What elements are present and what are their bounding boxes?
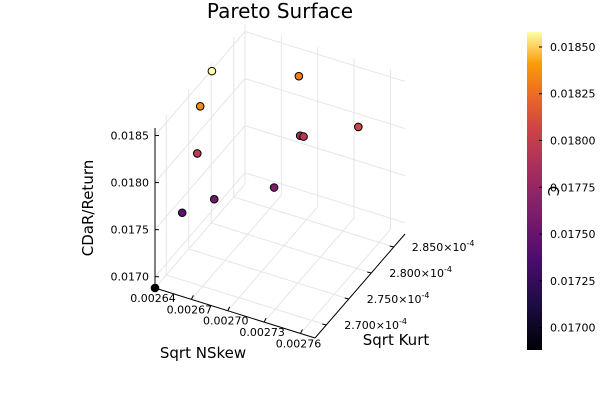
x-tick-label: 0.00276 (276, 337, 322, 350)
x-tick-label: 0.00270 (203, 315, 249, 328)
colorbar-tick-label: 0.01825 (550, 88, 596, 101)
y-tick-mantissa: 2.750×10 (367, 293, 422, 306)
data-point (269, 183, 279, 192)
x-axis-label: Sqrt NSkew (160, 344, 246, 362)
data-point (177, 208, 187, 218)
axes (154, 128, 406, 339)
y-tick-mark (389, 245, 394, 248)
x-tick-mark (227, 306, 231, 311)
z-tick-label: 0.0175 (111, 224, 150, 237)
x-tick-mark (263, 317, 267, 323)
tick-labels: 0.01700.01750.01800.01850.002640.002670.… (111, 130, 475, 351)
y-tick-label: 2.750×10-4 (367, 291, 430, 306)
data-point (299, 132, 308, 141)
y-tick-mantissa: 2.850×10 (412, 241, 467, 254)
y-tick-label: 2.800×10-4 (389, 265, 452, 280)
y-tick-exponent: -4 (444, 265, 452, 274)
data-point (150, 283, 160, 293)
grid-line-x (154, 183, 246, 289)
z-tick-label: 0.0180 (111, 177, 150, 190)
colorbar-tick-label: 0.01775 (550, 181, 596, 194)
y-tick-mantissa: 2.700×10 (344, 319, 399, 332)
data-point (192, 149, 202, 158)
data-point (207, 66, 217, 76)
grid-line-z (244, 172, 406, 224)
data-point (195, 102, 205, 111)
data-points (150, 66, 363, 293)
y-tick-exponent: -4 (466, 239, 474, 248)
data-point (294, 71, 304, 81)
grid-line-y (233, 196, 394, 248)
colorbar-tick-label: 0.01700 (550, 322, 596, 335)
x-tick-label: 0.00273 (239, 326, 285, 339)
x-tick-label: 0.00264 (130, 292, 176, 305)
colorbar (527, 32, 542, 350)
data-point (209, 194, 219, 204)
y-tick-mark (344, 297, 349, 300)
grid-line-x (263, 217, 355, 323)
z-tick-label: 0.0185 (111, 130, 150, 143)
x-axis-line (154, 287, 316, 339)
x-tick-mark (190, 295, 194, 300)
y-tick-mark (322, 323, 327, 326)
grid-line-z (154, 172, 246, 278)
colorbar-tick-label: 0.01850 (550, 41, 596, 54)
y-tick-label: 2.850×10-4 (412, 239, 475, 254)
y-tick-exponent: -4 (421, 291, 429, 300)
grid-lines (154, 24, 406, 334)
grid-line-z (244, 31, 406, 83)
x-tick-label: 0.00267 (167, 303, 213, 316)
y-tick-mark (367, 271, 372, 274)
colorbar-tick-label: 0.01800 (550, 134, 596, 147)
grid-line-y (211, 222, 372, 274)
colorbar-label: C (544, 186, 562, 196)
grid-line-z (154, 78, 246, 183)
z-tick-label: 0.0170 (111, 271, 150, 284)
grid-line-x (227, 206, 319, 312)
y-tick-mantissa: 2.800×10 (389, 267, 444, 280)
chart-title: Pareto Surface (207, 0, 353, 23)
y-tick-label: 2.700×10-4 (344, 317, 407, 332)
grid-line-z (154, 31, 246, 136)
colorbar-ticks: 0.01700 0.01725 0.01750 0.01775 0.01800 0.018… (539, 41, 596, 335)
grid-line-x (190, 195, 282, 300)
grid-line-z (244, 125, 406, 177)
z-axis-label: CDaR/Return (79, 160, 97, 256)
grid-line-y (188, 248, 349, 300)
y-axis-line (314, 233, 406, 339)
colorbar-tick-label: 0.01725 (550, 275, 596, 288)
grid-line-x (300, 229, 391, 334)
x-tick-mark (300, 329, 303, 334)
grid-line-y (166, 274, 327, 326)
y-tick-exponent: -4 (399, 317, 407, 326)
data-point (354, 122, 363, 132)
grid-line-z (154, 125, 246, 230)
grid-line-z (244, 78, 406, 130)
y-axis-label: Sqrt Kurt (363, 331, 430, 349)
colorbar-tick-label: 0.01750 (550, 228, 596, 241)
